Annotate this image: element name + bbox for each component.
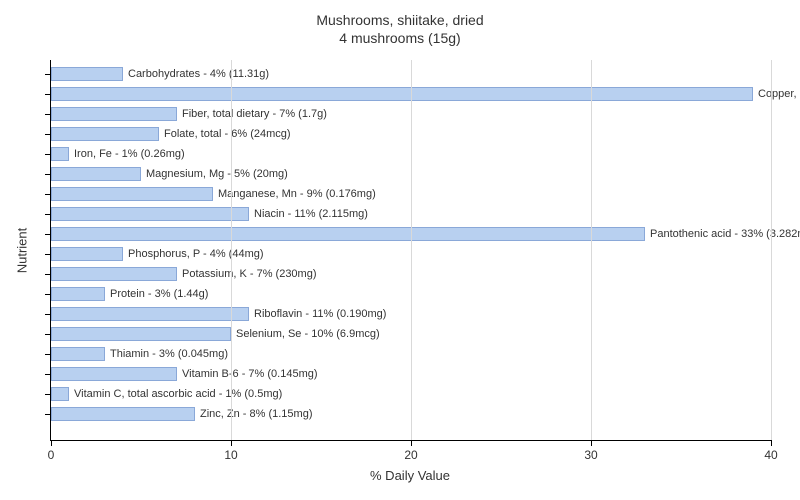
bar-label: Zinc, Zn - 8% (1.15mg)	[200, 408, 312, 420]
bar: Magnesium, Mg - 5% (20mg)	[51, 167, 141, 181]
bar: Vitamin B-6 - 7% (0.145mg)	[51, 367, 177, 381]
bar: Potassium, K - 7% (230mg)	[51, 267, 177, 281]
bar-label: Selenium, Se - 10% (6.9mcg)	[236, 328, 380, 340]
gridline	[771, 60, 772, 440]
bar: Riboflavin - 11% (0.190mg)	[51, 307, 249, 321]
y-tick	[45, 114, 51, 115]
gridline	[591, 60, 592, 440]
x-tick-label: 30	[584, 448, 597, 462]
y-tick	[45, 374, 51, 375]
x-tick-label: 20	[404, 448, 417, 462]
gridline	[231, 60, 232, 440]
x-tick-label: 10	[224, 448, 237, 462]
y-tick	[45, 394, 51, 395]
bar-label: Folate, total - 6% (24mcg)	[164, 128, 291, 140]
bar: Pantothenic acid - 33% (3.282mg)	[51, 227, 645, 241]
bar-label: Niacin - 11% (2.115mg)	[254, 208, 368, 220]
bar-label: Vitamin C, total ascorbic acid - 1% (0.5…	[74, 388, 282, 400]
y-tick	[45, 234, 51, 235]
gridline	[411, 60, 412, 440]
bar: Selenium, Se - 10% (6.9mcg)	[51, 327, 231, 341]
bar: Copper, Cu - 39% (0.775mg)	[51, 87, 753, 101]
bar-label: Thiamin - 3% (0.045mg)	[110, 348, 228, 360]
bar-label: Riboflavin - 11% (0.190mg)	[254, 308, 386, 320]
bar: Protein - 3% (1.44g)	[51, 287, 105, 301]
y-tick	[45, 74, 51, 75]
bar-label: Pantothenic acid - 33% (3.282mg)	[650, 228, 800, 240]
y-tick	[45, 174, 51, 175]
y-tick	[45, 214, 51, 215]
plot-area: Carbohydrates - 4% (11.31g) Copper, Cu - …	[50, 60, 771, 441]
y-tick	[45, 194, 51, 195]
y-tick	[45, 154, 51, 155]
y-tick	[45, 294, 51, 295]
bar: Iron, Fe - 1% (0.26mg)	[51, 147, 69, 161]
bar-label: Fiber, total dietary - 7% (1.7g)	[182, 108, 327, 120]
chart-title-line1: Mushrooms, shiitake, dried	[0, 12, 800, 28]
bar-label: Carbohydrates - 4% (11.31g)	[128, 68, 269, 80]
y-tick	[45, 254, 51, 255]
x-tick-label: 40	[764, 448, 777, 462]
bar: Vitamin C, total ascorbic acid - 1% (0.5…	[51, 387, 69, 401]
x-axis-label: % Daily Value	[50, 468, 770, 483]
bar-label: Copper, Cu - 39% (0.775mg)	[758, 88, 800, 100]
bar-label: Phosphorus, P - 4% (44mg)	[128, 248, 264, 260]
bar-label: Vitamin B-6 - 7% (0.145mg)	[182, 368, 318, 380]
y-tick	[45, 334, 51, 335]
bar: Carbohydrates - 4% (11.31g)	[51, 67, 123, 81]
y-axis-label: Nutrient	[12, 60, 32, 440]
y-tick	[45, 414, 51, 415]
bar-label: Manganese, Mn - 9% (0.176mg)	[218, 188, 376, 200]
nutrient-chart: Mushrooms, shiitake, dried 4 mushrooms (…	[0, 0, 800, 500]
bar: Fiber, total dietary - 7% (1.7g)	[51, 107, 177, 121]
bar-label: Protein - 3% (1.44g)	[110, 288, 208, 300]
chart-title-line2: 4 mushrooms (15g)	[0, 30, 800, 46]
y-tick	[45, 314, 51, 315]
bar-label: Iron, Fe - 1% (0.26mg)	[74, 148, 185, 160]
y-tick	[45, 94, 51, 95]
bar: Manganese, Mn - 9% (0.176mg)	[51, 187, 213, 201]
bar: Folate, total - 6% (24mcg)	[51, 127, 159, 141]
y-tick	[45, 274, 51, 275]
bar-label: Potassium, K - 7% (230mg)	[182, 268, 317, 280]
bar: Niacin - 11% (2.115mg)	[51, 207, 249, 221]
bar: Phosphorus, P - 4% (44mg)	[51, 247, 123, 261]
bar: Thiamin - 3% (0.045mg)	[51, 347, 105, 361]
y-tick	[45, 354, 51, 355]
bar: Zinc, Zn - 8% (1.15mg)	[51, 407, 195, 421]
x-tick-label: 0	[48, 448, 55, 462]
bar-label: Magnesium, Mg - 5% (20mg)	[146, 168, 288, 180]
y-tick	[45, 134, 51, 135]
